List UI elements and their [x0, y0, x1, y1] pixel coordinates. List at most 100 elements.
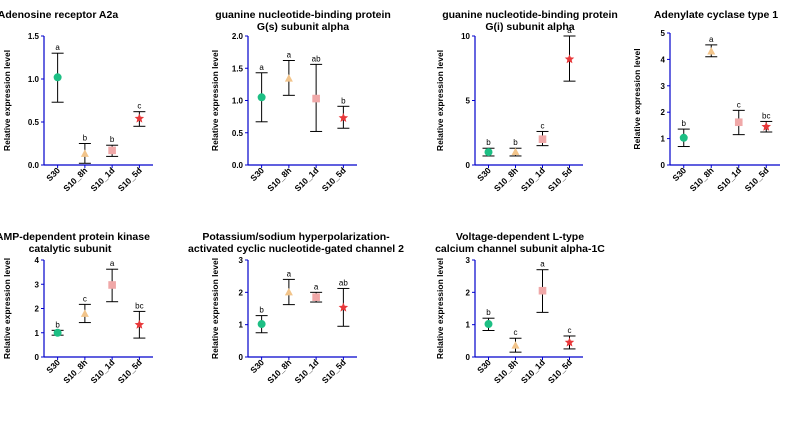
- significance-letter: b: [486, 308, 491, 317]
- chart-panel-1: Adenosine receptor A2a 0.0 0.5 1.0 1.5 Relati…: [0, 9, 153, 193]
- y-tick-label: 3: [661, 82, 666, 91]
- significance-letter: c: [514, 328, 518, 337]
- data-point-S30: [257, 320, 266, 329]
- data-point-S30: [484, 320, 493, 329]
- y-tick-label: 1.5: [28, 32, 40, 41]
- y-axis-label: Relative expression level: [435, 258, 445, 359]
- chart-title: cAMP-dependent protein kinase: [0, 231, 150, 243]
- x-tick-label: S10_8h: [61, 357, 89, 385]
- data-point-S10_1d: [734, 118, 743, 127]
- y-tick-label: 3: [35, 280, 40, 289]
- data-point-S30: [257, 93, 266, 102]
- y-tick-label: 10: [461, 32, 470, 41]
- data-point-S10_1d: [108, 146, 116, 155]
- chart-title: Potassium/sodium hyperpolarization-: [202, 231, 390, 243]
- significance-letter: a: [55, 43, 60, 52]
- y-tick-label: 2: [35, 305, 40, 314]
- x-tick-label: S10_8h: [688, 165, 716, 193]
- y-tick-label: 4: [661, 55, 666, 64]
- chart-title: G(i) subunit alpha: [485, 21, 574, 33]
- y-tick-label: 4: [35, 256, 40, 265]
- x-tick-label: S30: [44, 357, 62, 375]
- x-tick-label: S30: [475, 357, 493, 375]
- chart-title: guanine nucleotide-binding protein: [442, 9, 618, 21]
- x-tick-label: S10_8h: [61, 165, 89, 193]
- chart-title: Adenosine receptor A2a: [0, 9, 118, 21]
- x-tick-label: S10_5d: [743, 165, 771, 193]
- data-point-S10_8h: [511, 147, 520, 156]
- significance-letter: a: [314, 282, 319, 291]
- x-tick-label: S30: [670, 165, 688, 183]
- y-tick-label: 0: [239, 353, 244, 362]
- y-tick-label: 2: [661, 108, 666, 117]
- y-tick-label: 5: [661, 29, 666, 38]
- y-axis-label: Relative expression level: [210, 258, 220, 359]
- data-point-S10_8h: [80, 309, 89, 317]
- y-axis-label: Relative expression level: [2, 50, 12, 151]
- data-point-S10_5d: [564, 54, 575, 64]
- x-tick-label: S10_1d: [292, 165, 320, 193]
- data-point-S10_5d: [761, 121, 772, 131]
- data-point-S10_8h: [707, 46, 716, 55]
- x-tick-label: S10_1d: [292, 357, 320, 385]
- chart-title: Voltage-dependent L-type: [456, 231, 584, 243]
- x-tick-label: S10_1d: [88, 357, 116, 385]
- x-tick-label: S10_8h: [492, 165, 520, 193]
- y-tick-label: 3: [239, 256, 244, 265]
- y-tick-label: 1.0: [28, 75, 40, 84]
- chart-title: catalytic subunit: [29, 243, 112, 255]
- data-point-S10_8h: [284, 287, 293, 296]
- significance-letter: ab: [312, 54, 321, 63]
- x-tick-label: S30: [475, 165, 493, 183]
- significance-letter: bc: [762, 111, 770, 120]
- y-tick-label: 0.5: [232, 129, 244, 138]
- x-tick-label: S30: [248, 165, 266, 183]
- significance-letter: c: [541, 121, 545, 130]
- data-point-S10_5d: [134, 319, 145, 329]
- y-tick-label: 1: [661, 135, 666, 144]
- significance-letter: b: [682, 119, 687, 128]
- data-point-S10_5d: [564, 337, 575, 347]
- y-axis-label: Relative expression level: [210, 50, 220, 151]
- y-tick-label: 2: [466, 288, 471, 297]
- significance-letter: a: [540, 260, 545, 269]
- data-point-S10_5d: [338, 302, 349, 312]
- y-tick-label: 0: [466, 161, 471, 170]
- chart-title: activated cyclic nucleotide-gated channe…: [188, 243, 404, 255]
- x-tick-label: S10_5d: [320, 357, 348, 385]
- x-tick-label: S10_8h: [265, 357, 293, 385]
- significance-letter: b: [83, 134, 88, 143]
- significance-letter: c: [737, 100, 741, 109]
- data-point-S30: [53, 73, 62, 82]
- x-tick-label: S10_5d: [116, 357, 144, 385]
- chart-title: G(s) subunit alpha: [257, 21, 349, 33]
- x-tick-label: S10_8h: [492, 357, 520, 385]
- chart-panel-4: Adenylate cyclase type 1 0 1 2 3 4 5 Relative e…: [632, 9, 780, 193]
- significance-letter: ab: [339, 278, 348, 287]
- x-tick-label: S10_5d: [546, 357, 574, 385]
- y-tick-label: 1.5: [232, 64, 244, 73]
- chart-title: guanine nucleotide-binding protein: [215, 9, 391, 21]
- y-tick-label: 5: [466, 97, 471, 106]
- data-point-S10_1d: [312, 94, 320, 103]
- y-tick-label: 0.0: [232, 161, 244, 170]
- significance-letter: b: [513, 138, 518, 147]
- significance-letter: a: [709, 35, 714, 44]
- chart-title: calcium channel subunit alpha-1C: [435, 243, 605, 255]
- data-point-S10_8h: [80, 149, 89, 157]
- x-tick-label: S10_8h: [265, 165, 293, 193]
- x-tick-label: S10_1d: [519, 357, 547, 385]
- y-tick-label: 2: [239, 288, 244, 297]
- data-point-S30: [484, 148, 493, 157]
- significance-letter: c: [83, 294, 87, 303]
- y-tick-label: 1: [35, 329, 40, 338]
- x-tick-label: S30: [248, 357, 266, 375]
- x-tick-label: S10_5d: [320, 165, 348, 193]
- x-tick-label: S10_5d: [116, 165, 144, 193]
- significance-letter: a: [287, 51, 292, 60]
- y-tick-label: 1: [466, 321, 471, 330]
